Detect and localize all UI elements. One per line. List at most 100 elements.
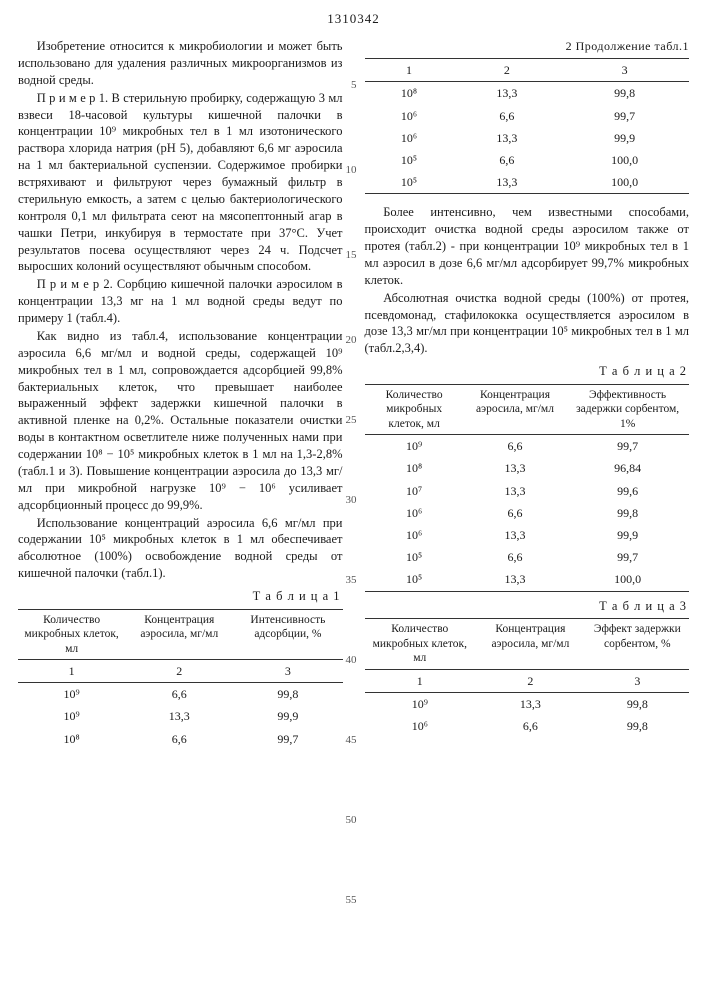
para-example1: П р и м е р 1. В стерильную пробирку, со…	[18, 90, 343, 276]
table1-cont-label: 2 Продолжение табл.1	[365, 38, 690, 54]
table-row: 10⁹6,699,7	[365, 435, 690, 458]
table2-label: Т а б л и ц а 2	[365, 363, 688, 380]
cell: 10⁵	[365, 149, 454, 171]
cell: 6,6	[454, 149, 561, 171]
cell: 10⁵	[365, 546, 464, 568]
table-row: 10⁶13,399,9	[365, 524, 690, 546]
table2-h2: Эффективность задержки сорбентом, 1%	[566, 385, 689, 435]
cell: 10⁹	[18, 705, 125, 727]
cell: 3	[560, 59, 689, 82]
cell: 6,6	[464, 502, 566, 524]
cell: 99,8	[566, 502, 689, 524]
margin-num: 40	[346, 653, 357, 668]
cell: 6,6	[125, 728, 233, 750]
cell: 13,3	[454, 127, 561, 149]
table-row: 10⁶13,399,9	[365, 127, 690, 149]
cell: 10⁸	[18, 728, 125, 750]
table1c-numrow: 1 2 3	[365, 59, 690, 82]
cell: 10⁶	[365, 502, 464, 524]
cell: 99,8	[560, 82, 689, 105]
cell: 13,3	[454, 171, 561, 194]
cell: 2	[125, 660, 233, 683]
cell: 3	[233, 660, 342, 683]
cell: 1	[365, 59, 454, 82]
table-row: 10⁸13,396,84	[365, 457, 690, 479]
cell: 99,7	[560, 105, 689, 127]
table-row: 10⁵6,6100,0	[365, 149, 690, 171]
cell: 100,0	[560, 171, 689, 194]
margin-num: 5	[351, 78, 357, 93]
table3: Количество микробных клеток, мл Концентр…	[365, 618, 690, 737]
cell: 99,7	[566, 435, 689, 458]
table-row: 10⁹13,399,9	[18, 705, 343, 727]
table2-h0: Количество микробных клеток, мл	[365, 385, 464, 435]
cell: 13,3	[475, 692, 586, 715]
table-row: 10⁵6,699,7	[365, 546, 690, 568]
cell: 13,3	[464, 524, 566, 546]
table1-header-row: Количество микробных клеток, мл Концентр…	[18, 609, 343, 659]
cell: 2	[475, 669, 586, 692]
table-row: 10⁵13,3100,0	[365, 171, 690, 194]
cell: 6,6	[464, 546, 566, 568]
cell: 100,0	[560, 149, 689, 171]
left-column: Изобретение относится к микробиологии и …	[18, 38, 343, 750]
margin-num: 10	[346, 163, 357, 178]
table1-numrow: 1 2 3	[18, 660, 343, 683]
cell: 99,9	[566, 524, 689, 546]
margin-num: 30	[346, 493, 357, 508]
table1-h0: Количество микробных клеток, мл	[18, 609, 125, 659]
cell: 99,9	[560, 127, 689, 149]
cell: 10⁸	[365, 82, 454, 105]
cell: 6,6	[475, 715, 586, 737]
table-row: 10⁵13,3100,0	[365, 568, 690, 591]
cell: 13,3	[464, 568, 566, 591]
cell: 2	[454, 59, 561, 82]
table-row: 10⁶6,699,8	[365, 502, 690, 524]
cell: 1	[18, 660, 125, 683]
para-analysis: Как видно из табл.4, использование конце…	[18, 328, 343, 514]
cell: 10⁶	[365, 105, 454, 127]
table1-h2: Интенсивность адсорбции, %	[233, 609, 342, 659]
table-row: 10⁸6,699,7	[18, 728, 343, 750]
cell: 10⁵	[365, 171, 454, 194]
table3-numrow: 1 2 3	[365, 669, 690, 692]
table3-h1: Концентрация аэросила, мг/мл	[475, 619, 586, 669]
para-col2-1: Более интенсивно, чем известными способа…	[365, 204, 690, 288]
margin-num: 45	[346, 733, 357, 748]
table2-header-row: Количество микробных клеток, мл Концентр…	[365, 385, 690, 435]
cell: 99,7	[233, 728, 342, 750]
table-row: 10⁶6,699,7	[365, 105, 690, 127]
table-row: 10⁹13,399,8	[365, 692, 690, 715]
cell: 6,6	[464, 435, 566, 458]
table3-label: Т а б л и ц а 3	[365, 598, 688, 615]
cell: 10⁹	[365, 692, 476, 715]
margin-num: 35	[346, 573, 357, 588]
cell: 6,6	[125, 683, 233, 706]
cell: 100,0	[566, 568, 689, 591]
table1-label: Т а б л и ц а 1	[18, 588, 341, 605]
margin-num: 15	[346, 248, 357, 263]
table2-h1: Концентрация аэросила, мг/мл	[464, 385, 566, 435]
margin-num: 50	[346, 813, 357, 828]
table1: Количество микробных клеток, мл Концентр…	[18, 609, 343, 750]
cell: 13,3	[464, 457, 566, 479]
margin-num: 20	[346, 333, 357, 348]
cell: 10⁶	[365, 715, 476, 737]
table-row: 10⁸13,399,8	[365, 82, 690, 105]
cell: 13,3	[125, 705, 233, 727]
table-row: 10⁷13,399,6	[365, 480, 690, 502]
page-number: 1310342	[327, 10, 380, 28]
para-col2-2: Абсолютная очистка водной среды (100%) о…	[365, 290, 690, 358]
cell: 96,84	[566, 457, 689, 479]
margin-num: 55	[346, 893, 357, 908]
cell: 1	[365, 669, 476, 692]
cell: 99,8	[233, 683, 342, 706]
para-intro: Изобретение относится к микробиологии и …	[18, 38, 343, 89]
two-column-layout: Изобретение относится к микробиологии и …	[18, 38, 689, 750]
cell: 99,9	[233, 705, 342, 727]
cell: 10⁶	[365, 127, 454, 149]
cell: 10⁸	[365, 457, 464, 479]
cell: 99,8	[586, 715, 689, 737]
cell: 99,6	[566, 480, 689, 502]
table1-continued: 1 2 3 10⁸13,399,8 10⁶6,699,7 10⁶13,399,9…	[365, 58, 690, 194]
